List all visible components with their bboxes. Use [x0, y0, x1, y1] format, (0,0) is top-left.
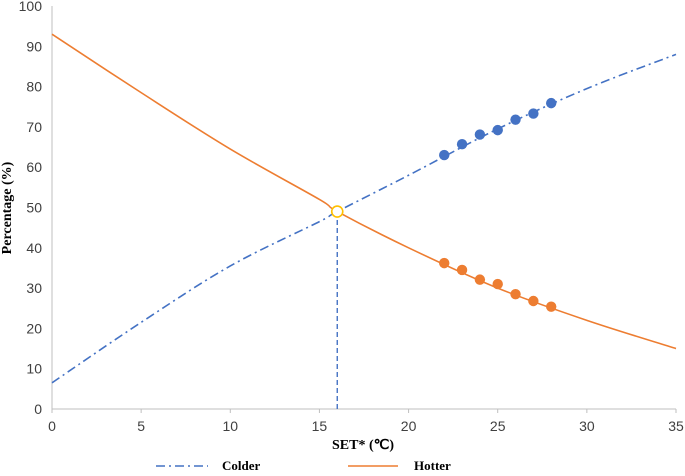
x-tick-label: 35 [668, 418, 684, 434]
data-point-colder [474, 129, 486, 140]
data-point-hotter [546, 301, 557, 312]
series-line-hotter [51, 33, 677, 350]
y-tick-label: 10 [26, 361, 42, 377]
y-tick-label: 20 [26, 320, 42, 336]
y-tick-label: 60 [26, 159, 42, 175]
data-point-colder [510, 114, 521, 125]
data-point-hotter [510, 288, 521, 300]
data-point-colder [439, 149, 450, 161]
legend-label-hotter: Hotter [414, 458, 451, 473]
y-tick-label: 0 [34, 401, 42, 417]
data-point-hotter [456, 264, 468, 276]
data-point-hotter [439, 257, 450, 269]
data-point-colder [456, 139, 468, 150]
data-point-hotter [492, 278, 503, 290]
x-tick-label: 30 [579, 418, 595, 434]
data-point-colder [528, 108, 539, 119]
y-tick-label: 90 [26, 38, 42, 54]
series-points [330, 97, 557, 312]
y-tick-label: 70 [26, 119, 42, 135]
data-point-hotter [474, 274, 486, 285]
axes: 0 5 10 15 20 25 30 35 0 10 20 30 40 50 60 70 80 90 100 [19, 0, 684, 434]
data-point-colder [492, 124, 503, 136]
data-point-colder [546, 97, 557, 109]
y-tick-label: 40 [26, 240, 42, 256]
data-point-hotter [528, 295, 539, 307]
intersection-marker [330, 205, 344, 218]
x-tick-label: 5 [137, 418, 145, 434]
series-line-colder [51, 53, 677, 384]
x-tick-label: 20 [401, 418, 417, 434]
legend-label-colder: Colder [222, 458, 261, 473]
y-tick-label: 30 [26, 280, 42, 296]
x-axis-title: SET* (℃) [332, 438, 394, 453]
x-tick-label: 25 [490, 418, 506, 434]
x-tick-label: 0 [48, 418, 56, 434]
y-tick-label: 100 [19, 0, 43, 14]
x-tick-label: 10 [222, 418, 238, 434]
y-axis-title: Percentage (%) [0, 161, 15, 254]
x-tick-label: 15 [312, 418, 328, 434]
y-tick-label: 80 [26, 79, 42, 95]
legend: Colder Hotter [156, 458, 451, 473]
y-tick-label: 50 [26, 200, 42, 216]
series-curves [51, 33, 677, 384]
